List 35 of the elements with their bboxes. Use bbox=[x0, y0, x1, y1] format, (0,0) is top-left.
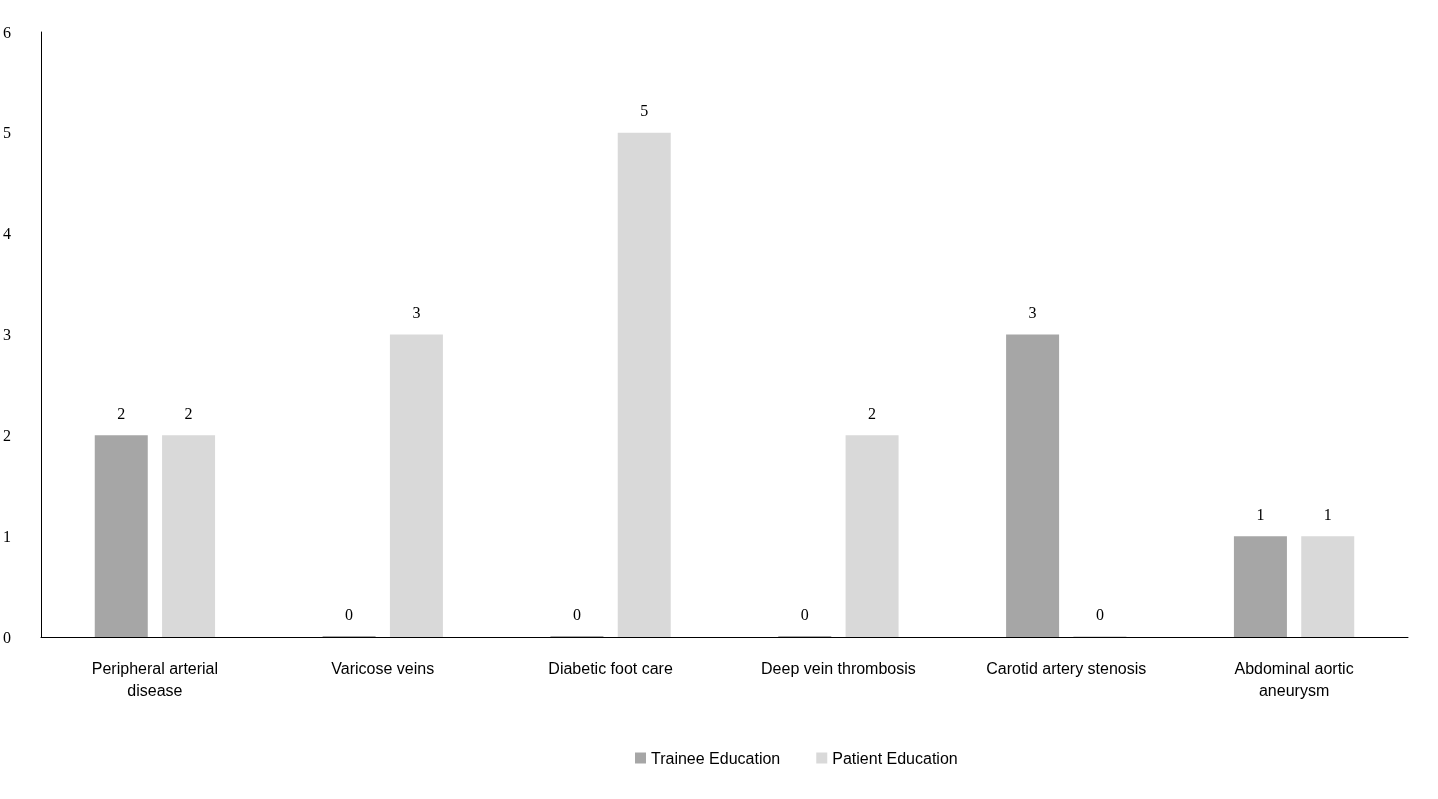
bar bbox=[389, 334, 443, 637]
data-label: 0 bbox=[345, 605, 354, 623]
bar bbox=[162, 435, 216, 637]
legend-label: Trainee Education bbox=[651, 749, 781, 767]
data-label: 2 bbox=[184, 404, 193, 422]
data-label: 3 bbox=[1028, 304, 1037, 321]
bar bbox=[1301, 536, 1355, 637]
data-label: 1 bbox=[1323, 505, 1332, 523]
y-tick-label: 5 bbox=[3, 124, 11, 142]
data-label: 0 bbox=[1095, 605, 1104, 623]
y-tick-label: 1 bbox=[3, 527, 11, 545]
y-tick-label: 3 bbox=[3, 326, 11, 343]
data-label: 2 bbox=[117, 404, 126, 422]
data-label: 5 bbox=[640, 102, 649, 120]
bar bbox=[617, 132, 671, 637]
y-tick-label: 6 bbox=[3, 23, 11, 41]
data-label: 1 bbox=[1256, 505, 1265, 523]
y-tick-label: 2 bbox=[3, 426, 11, 444]
data-label: 3 bbox=[412, 304, 421, 321]
x-tick-label: Varicose veins bbox=[331, 659, 435, 677]
bar bbox=[1233, 536, 1287, 637]
legend-label: Patient Education bbox=[832, 749, 958, 767]
y-tick-label: 0 bbox=[3, 628, 11, 646]
bar bbox=[94, 435, 148, 637]
bar bbox=[1006, 334, 1060, 637]
bar bbox=[845, 435, 899, 637]
x-tick-label: Diabetic foot care bbox=[548, 659, 673, 677]
x-tick-label: Carotid artery stenosis bbox=[986, 659, 1147, 677]
data-label: 2 bbox=[868, 404, 877, 422]
x-tick-label: Peripheral arterial disease bbox=[91, 659, 219, 699]
x-tick-label: Abdominal aortic aneurysm bbox=[1234, 659, 1354, 699]
y-tick-label: 4 bbox=[3, 225, 11, 243]
data-label: 0 bbox=[800, 605, 809, 623]
x-tick-label: Deep vein thrombosis bbox=[761, 659, 916, 677]
data-label: 0 bbox=[572, 605, 581, 623]
